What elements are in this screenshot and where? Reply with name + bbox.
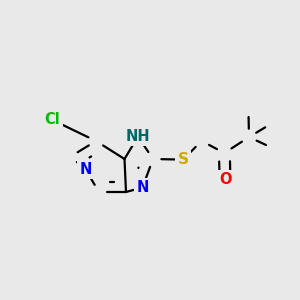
- Text: NH: NH: [126, 129, 150, 144]
- Text: O: O: [219, 172, 231, 188]
- Text: S: S: [178, 152, 188, 167]
- Text: Cl: Cl: [45, 112, 60, 128]
- Text: N: N: [136, 180, 149, 195]
- Text: N: N: [79, 162, 92, 177]
